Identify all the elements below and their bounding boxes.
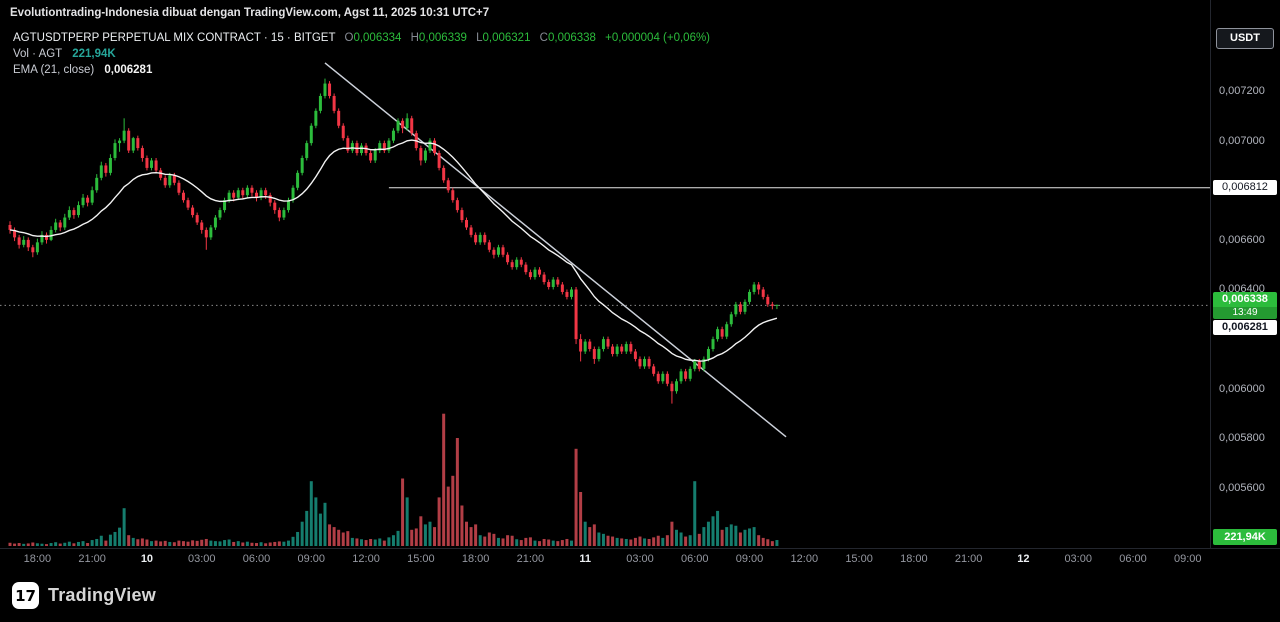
last-price-badge: 0,006338 13:49 xyxy=(1213,291,1277,319)
ema-indicator-label: EMA (21, close) xyxy=(13,64,95,76)
time-tick: 15:00 xyxy=(407,553,435,565)
time-tick: 18:00 xyxy=(461,553,490,565)
price-tick: 0,005600 xyxy=(1219,481,1265,494)
volume-legend-row[interactable]: Vol · AGT 221,94K xyxy=(13,46,710,62)
time-axis[interactable]: 18:00 21:00 10 03:00 06:00 09:00 12:00 15:00 18:… xyxy=(0,549,1280,571)
time-tick: 11 xyxy=(579,553,592,565)
ema-price-label: 0,006281 xyxy=(1213,319,1277,335)
close-value: 0,006338 xyxy=(547,32,596,44)
time-tick: 15:00 xyxy=(845,553,873,565)
close-label: C xyxy=(539,32,548,44)
change-value: +0,000004 (+0,06%) xyxy=(605,32,711,44)
ema-indicator-value: 0,006281 xyxy=(104,64,153,76)
time-tick: 12 xyxy=(1017,553,1030,565)
time-tick: 21:00 xyxy=(516,553,545,565)
time-tick: 06:00 xyxy=(242,553,271,565)
symbol-legend-row: AGTUSDTPERP PERPETUAL MIX CONTRACT · 15 … xyxy=(13,30,710,46)
time-tick: 12:00 xyxy=(790,553,819,565)
low-label: L xyxy=(476,32,483,44)
time-tick: 03:00 xyxy=(626,553,654,565)
tradingview-logo-icon: 17 xyxy=(12,582,39,609)
price-tick: 0,006000 xyxy=(1219,382,1265,395)
time-tick: 10 xyxy=(140,553,154,565)
ema-legend-row[interactable]: EMA (21, close) 0,006281 xyxy=(13,62,710,78)
time-tick: 03:00 xyxy=(187,553,216,565)
time-tick: 06:00 xyxy=(680,553,709,565)
time-tick: 09:00 xyxy=(735,553,764,565)
tradingview-logo[interactable]: 17 TradingView xyxy=(12,582,156,609)
price-tick: 0,006600 xyxy=(1219,233,1265,246)
volume-indicator-label: Vol · AGT xyxy=(13,48,63,60)
time-tick: 06:00 xyxy=(1119,553,1147,565)
time-tick: 21:00 xyxy=(78,553,106,565)
price-tick: 0,007000 xyxy=(1219,134,1265,147)
price-tick: 0,005800 xyxy=(1219,432,1265,445)
price-tick: 0,007200 xyxy=(1219,85,1265,97)
time-tick: 12:00 xyxy=(352,553,380,565)
high-label: H xyxy=(410,32,419,44)
horizontal-line-price-label: 0,006812 xyxy=(1213,180,1277,196)
symbol-title[interactable]: AGTUSDTPERP PERPETUAL MIX CONTRACT · 15 … xyxy=(13,32,336,44)
time-tick: 18:00 xyxy=(900,553,928,565)
currency-toggle-button[interactable]: USDT xyxy=(1216,28,1274,49)
last-price-value: 0,006338 xyxy=(1222,292,1268,305)
volume-indicator-value: 221,94K xyxy=(72,48,116,60)
high-value: 0,006339 xyxy=(418,32,467,44)
time-tick: 18:00 xyxy=(23,553,52,565)
chart-legend: AGTUSDTPERP PERPETUAL MIX CONTRACT · 15 … xyxy=(13,30,710,78)
time-tick: 09:00 xyxy=(1174,553,1202,565)
time-tick: 03:00 xyxy=(1064,553,1092,565)
price-tick: 0,006400 xyxy=(1219,283,1265,296)
low-value: 0,006321 xyxy=(482,32,531,44)
price-axis[interactable]: USDT 0,006812 0,006338 13:49 0,006281 22… xyxy=(1210,0,1280,548)
time-tick: 21:00 xyxy=(954,553,983,565)
time-tick: 09:00 xyxy=(297,553,326,565)
open-label: O xyxy=(344,32,354,44)
bar-countdown: 13:49 xyxy=(1213,306,1277,319)
volume-axis-badge: 221,94K xyxy=(1213,529,1277,545)
tradingview-brand-text: TradingView xyxy=(48,585,156,605)
open-value: 0,006334 xyxy=(353,32,402,44)
attribution-text: Evolutiontrading-Indonesia dibuat dengan… xyxy=(10,7,490,19)
